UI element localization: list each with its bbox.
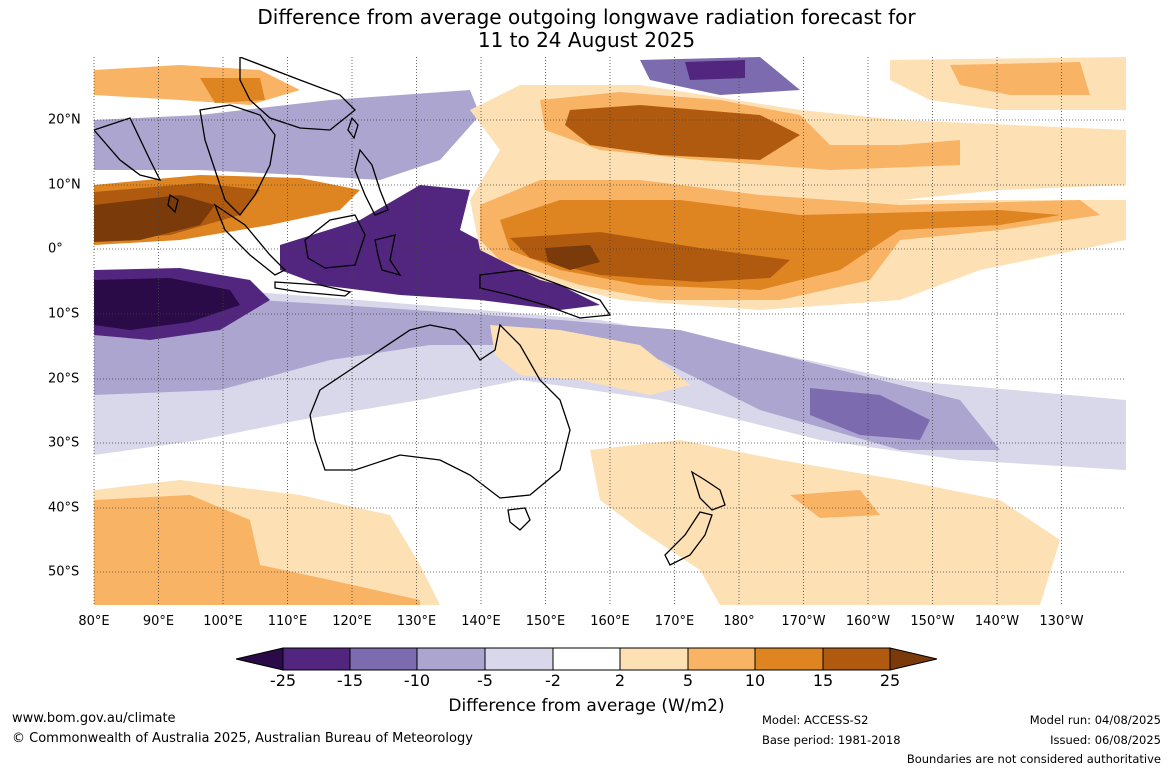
latitude-label: 20°S [48,371,80,387]
colorbar-bin-3 [416,647,486,671]
longitude-label: 160°E [590,614,630,629]
map-title-line-2: 11 to 24 August 2025 [477,28,696,52]
model-run-date: Model run: 04/08/2025 [1029,713,1161,727]
pos2-coral [490,325,690,395]
colorbar-arrow-right [889,647,938,671]
longitude-label: 90°E [142,614,175,629]
website-link[interactable]: www.bom.gov.au/climate [12,711,176,726]
colorbar-bin-7 [687,647,756,671]
pos15-north-pacific [565,105,800,160]
longitude-label: 130°E [396,614,437,629]
colorbar-tick-label: -15 [336,671,364,690]
model-name: Model: ACCESS-S2 [762,713,869,727]
colorbar-bin-2 [349,647,418,671]
boundaries-disclaimer: Boundaries are not considered authoritat… [906,752,1161,766]
colorbar-tick-label: -2 [545,671,561,690]
neg15-south-pacific [810,388,930,440]
pos15-central [510,232,790,282]
colorbar-title: Difference from average (W/m2) [448,696,725,716]
neg25-top [685,60,745,80]
colorbar-tick-label: -5 [477,671,493,690]
coast-new-zealand-north [690,470,726,511]
coast-indochina [199,104,276,216]
pos5-tasman [790,490,880,518]
longitude-label: 170°W [781,614,826,629]
pos-extreme-central [545,245,600,270]
neg10-north [94,90,480,180]
latitude-label: 0° [48,241,63,257]
colorbar-tick-label: 10 [744,671,766,690]
colorbar-tick-label: 2 [614,671,626,690]
neg-extreme-indian [94,278,240,330]
latitude-label: 20°N [48,112,81,128]
colorbar-tick-label: 25 [879,671,901,690]
longitude-label: 170°E [654,614,695,629]
longitude-label: 120°E [332,614,372,629]
colorbar-bin-1 [282,647,351,671]
colorbar-bin-8 [754,647,824,671]
coast-tasmania [507,507,531,531]
coastlines [94,57,726,566]
latitude-label: 50°S [48,564,80,580]
latitude-label: 10°N [48,177,81,193]
longitude-label: 110°E [267,614,308,629]
longitude-label: 80°E [78,614,110,629]
colorbar-bin-9 [822,647,891,671]
pos-extreme-indian [94,195,215,242]
longitude-label: 160°W [845,614,891,629]
colorbar-bin-5 [552,647,621,671]
colorbar-arrow-left [235,647,284,671]
longitude-label: 180° [723,614,755,629]
pos5-south-indian [94,495,420,605]
copyright-text: © Commonwealth of Australia 2025, Austra… [12,731,473,746]
latitude-label: 30°S [48,435,80,451]
colorbar-bin-6 [619,647,689,671]
coast-taiwan [347,116,359,140]
coast-sri-lanka [167,193,179,214]
coast-china [239,57,356,131]
longitude-label: 150°W [910,614,955,629]
longitude-label: 140°W [974,614,1020,629]
pos5-northeast [950,62,1090,95]
coast-java [274,281,352,297]
colorbar-bin-4 [484,647,554,671]
coast-india [94,117,162,181]
coast-borneo [304,214,366,269]
longitude-label: 140°E [461,614,501,629]
map-title-line-1: Difference from average outgoing longwav… [257,5,916,29]
graticule [93,57,1126,605]
latitude-label: 40°S [48,500,80,516]
coast-sumatra [213,203,287,276]
colorbar-tick-label: -10 [403,671,431,690]
coast-philippines [354,148,389,216]
coast-australia [309,323,571,499]
longitude-label: 100°E [203,614,243,629]
neg-strong-maritime [280,185,600,310]
coast-sulawesi [374,234,402,277]
latitude-label: 10°S [48,306,80,322]
longitude-label: 150°E [525,614,566,629]
anomaly-field [94,57,1126,605]
coast-new-guinea [479,269,612,319]
base-period: Base period: 1981-2018 [762,733,901,747]
issued-date: Issued: 06/08/2025 [1050,733,1161,747]
coast-new-zealand-south [664,511,713,566]
colorbar-tick-label: -25 [269,671,297,690]
neg10-band-south [94,290,1000,450]
longitude-label: 130°W [1039,614,1084,629]
colorbar-tick-label: 5 [682,671,694,690]
colorbar-tick-label: 15 [812,671,834,690]
